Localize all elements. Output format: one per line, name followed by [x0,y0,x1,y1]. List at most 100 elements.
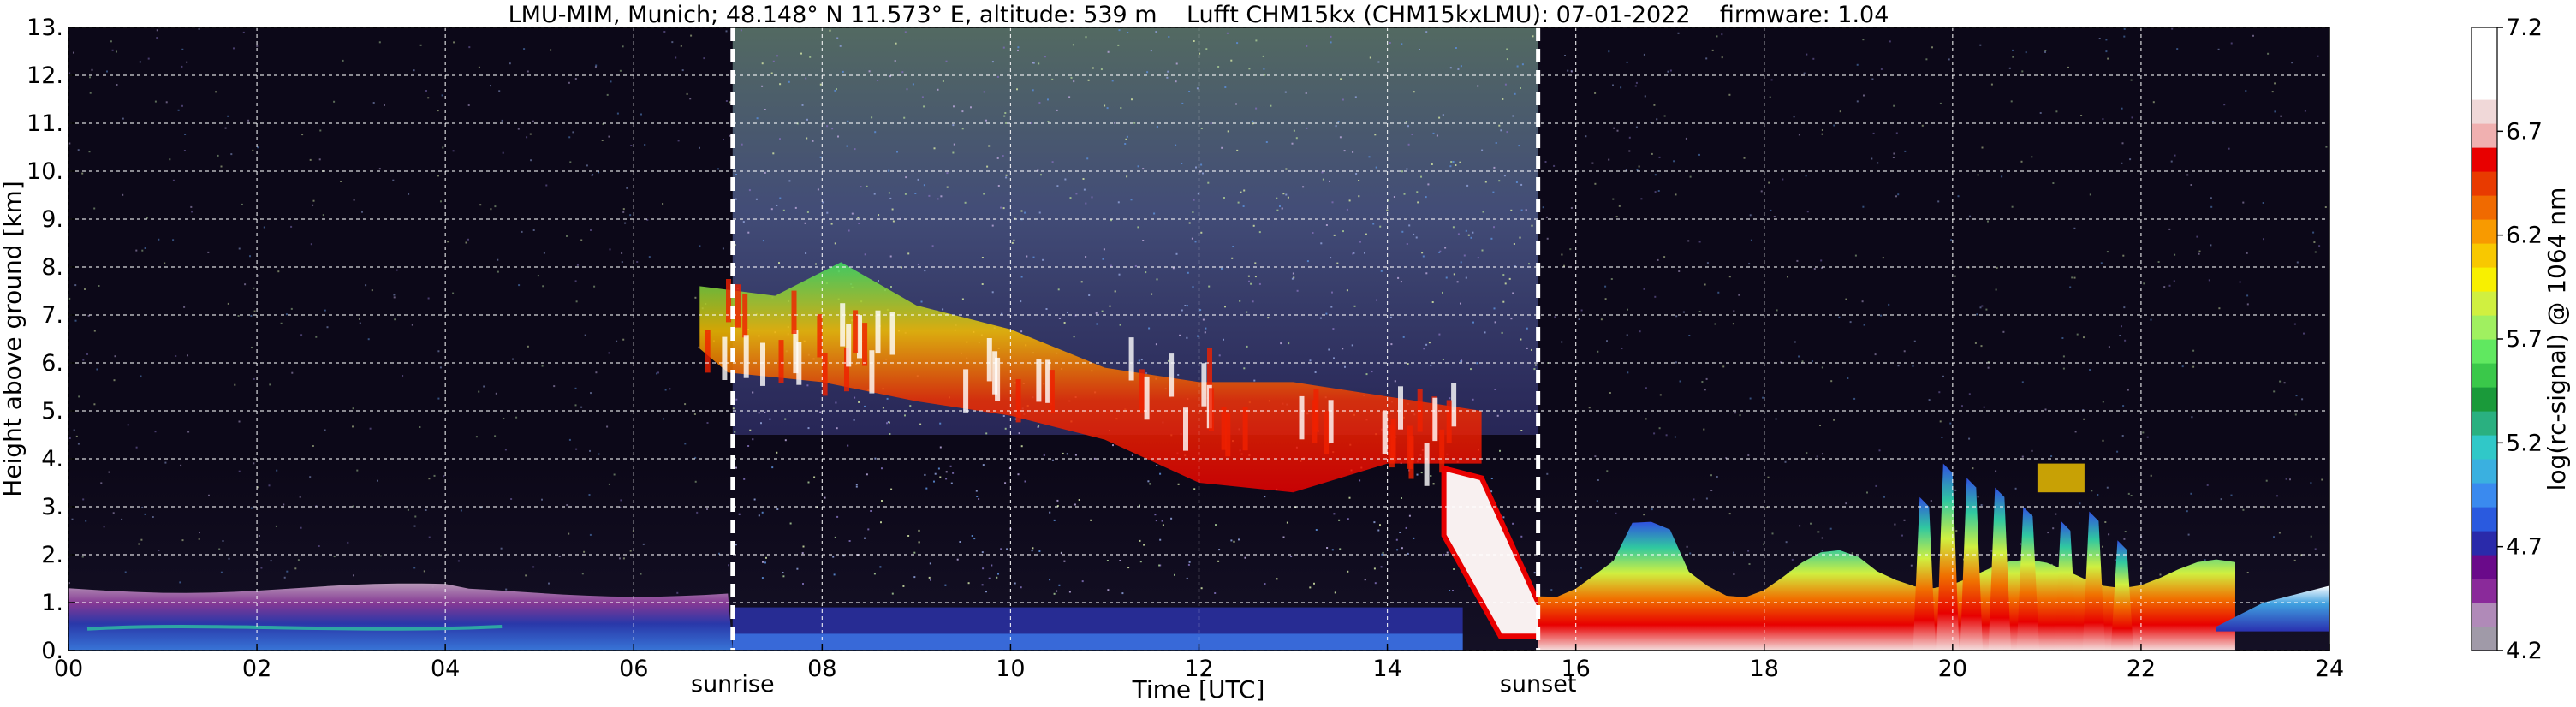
noise-speck [2010,100,2013,103]
noise-speck [1438,333,1441,336]
noise-speck [1656,118,1658,121]
noise-speck [1626,61,1628,63]
noise-speck [1472,398,1474,401]
noise-speck [312,204,314,206]
noise-speck [1066,453,1068,455]
noise-speck [591,174,593,176]
noise-speck [165,101,168,104]
noise-speck [1733,310,1735,312]
noise-speck [819,411,822,413]
noise-speck [1371,371,1373,373]
noise-speck [2262,202,2264,204]
noise-speck [116,84,118,86]
noise-speck [1252,120,1254,122]
signal-features [68,262,2329,651]
noise-speck [372,102,375,104]
noise-speck [371,289,373,292]
noise-speck [907,535,910,537]
noise-speck [122,117,124,120]
noise-speck [1518,145,1520,147]
colorbar-segment [2472,603,2497,627]
noise-speck [93,330,96,332]
noise-speck [2011,205,2014,208]
noise-speck [1612,198,1615,200]
noise-speck [1893,152,1895,155]
noise-speck [1594,455,1597,458]
noise-speck [1775,418,1777,420]
noise-speck [779,197,782,199]
noise-speck [1001,312,1003,315]
noise-speck [1138,359,1140,362]
colorbar-segment [2472,267,2497,292]
noise-speck [1161,520,1163,522]
noise-speck [1359,479,1361,482]
noise-speck [532,120,534,122]
noise-speck [1306,45,1308,47]
noise-speck [479,507,482,509]
noise-speck [1302,186,1305,188]
noise-speck [2208,279,2210,282]
noise-speck [684,403,687,406]
noise-speck [501,119,503,122]
noise-speck [2108,346,2110,348]
noise-speck [2012,49,2014,51]
noise-speck [921,96,924,98]
y-axis-ticks: 0.1.2.3.4.5.6.7.8.9.10.11.12.13. [27,15,75,664]
noise-speck [1972,467,1974,470]
noise-speck [1291,142,1294,145]
noise-speck [1267,317,1270,319]
noise-speck [1374,582,1377,585]
noise-speck [1939,420,1942,423]
noise-speck [1353,252,1355,254]
noise-speck [1200,231,1203,234]
noise-speck [1293,276,1295,279]
noise-speck [437,110,439,112]
cloud-streak [1446,400,1452,443]
noise-speck [1227,130,1229,133]
noise-speck [309,158,312,161]
noise-speck [1246,345,1248,348]
noise-speck [735,398,738,401]
noise-speck [1306,260,1309,263]
noise-speck [1045,308,1048,310]
noise-speck [1698,153,1700,156]
noise-speck [1280,342,1282,345]
noise-speck [698,346,700,348]
noise-speck [1921,124,1924,127]
noise-speck [503,418,505,419]
cloud-streak [869,350,875,394]
cloud-streak [705,330,711,373]
cloud-streak [722,336,728,380]
noise-speck [1416,473,1419,476]
noise-speck [443,475,445,478]
noise-speck [919,423,922,425]
noise-speck [1032,62,1035,64]
noise-speck [87,314,90,317]
noise-speck [353,199,355,201]
noise-speck [359,318,360,320]
noise-speck [164,262,166,264]
noise-speck [1125,138,1127,140]
noise-speck [1822,453,1823,455]
noise-speck [609,248,611,251]
noise-speck [75,435,78,437]
noise-speck [1801,360,1804,363]
noise-speck [1512,522,1514,525]
noise-speck [1950,239,1953,241]
noise-speck [227,302,229,305]
noise-speck [300,334,303,336]
noise-speck [1074,503,1076,506]
noise-speck [396,269,398,271]
noise-speck [525,574,527,577]
noise-speck [729,101,731,104]
noise-speck [2107,57,2109,60]
noise-speck [769,418,771,420]
noise-speck [1813,268,1816,270]
noise-speck [1167,70,1169,73]
noise-speck [73,51,74,54]
noise-speck [1510,318,1513,320]
noise-speck [836,88,837,91]
noise-speck [1005,174,1008,176]
noise-speck [1149,483,1151,485]
noise-speck [147,57,150,60]
